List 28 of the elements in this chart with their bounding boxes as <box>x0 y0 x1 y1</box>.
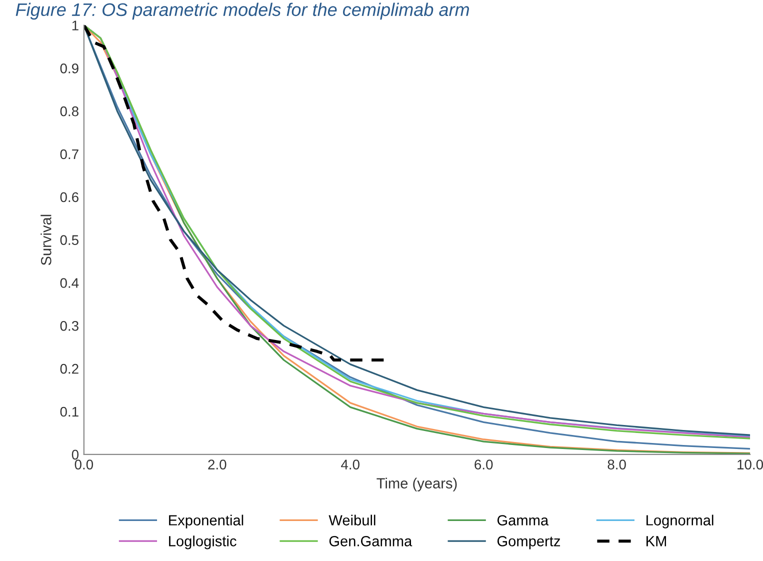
legend-label: Loglogistic <box>169 536 236 550</box>
x-tick-label: 2.0 <box>208 460 226 470</box>
legend-label: Exponential <box>169 514 244 528</box>
legend-label: Weibull <box>328 514 376 526</box>
y-tick-label: 0 <box>72 450 79 460</box>
y-tick-label: 0.8 <box>60 106 78 116</box>
y-tick-label: 0.2 <box>60 364 78 374</box>
legend-label: KM <box>646 536 666 546</box>
y-axis-title: Survival <box>40 214 52 266</box>
y-tick-label: 0.4 <box>60 278 79 288</box>
y-tick-label: 1 <box>72 20 78 30</box>
x-tick-label: 6.0 <box>474 460 493 470</box>
legend-label: Gompertz <box>497 536 560 550</box>
x-tick-label: 10.0 <box>738 460 763 470</box>
chart-title: Figure 17: OS parametric models for the cemiplimab arm <box>16 2 469 20</box>
legend-label: Gen.Gamma <box>329 536 412 546</box>
y-tick-label: 0.3 <box>60 320 78 331</box>
y-tick-label: 0.9 <box>60 63 78 74</box>
x-tick-label: 8.0 <box>608 460 626 470</box>
y-tick-label: 0.1 <box>60 406 78 417</box>
legend-label: Gamma <box>497 515 549 526</box>
y-tick-label: 0.5 <box>60 235 78 245</box>
legend-label: Lognormal <box>646 514 714 528</box>
x-axis-title: Time (years) <box>376 478 457 492</box>
x-tick-label: 0.0 <box>74 460 94 470</box>
y-tick-label: 0.7 <box>60 149 78 160</box>
x-tick-label: 4.0 <box>341 460 360 470</box>
y-tick-label: 0.6 <box>60 192 78 202</box>
